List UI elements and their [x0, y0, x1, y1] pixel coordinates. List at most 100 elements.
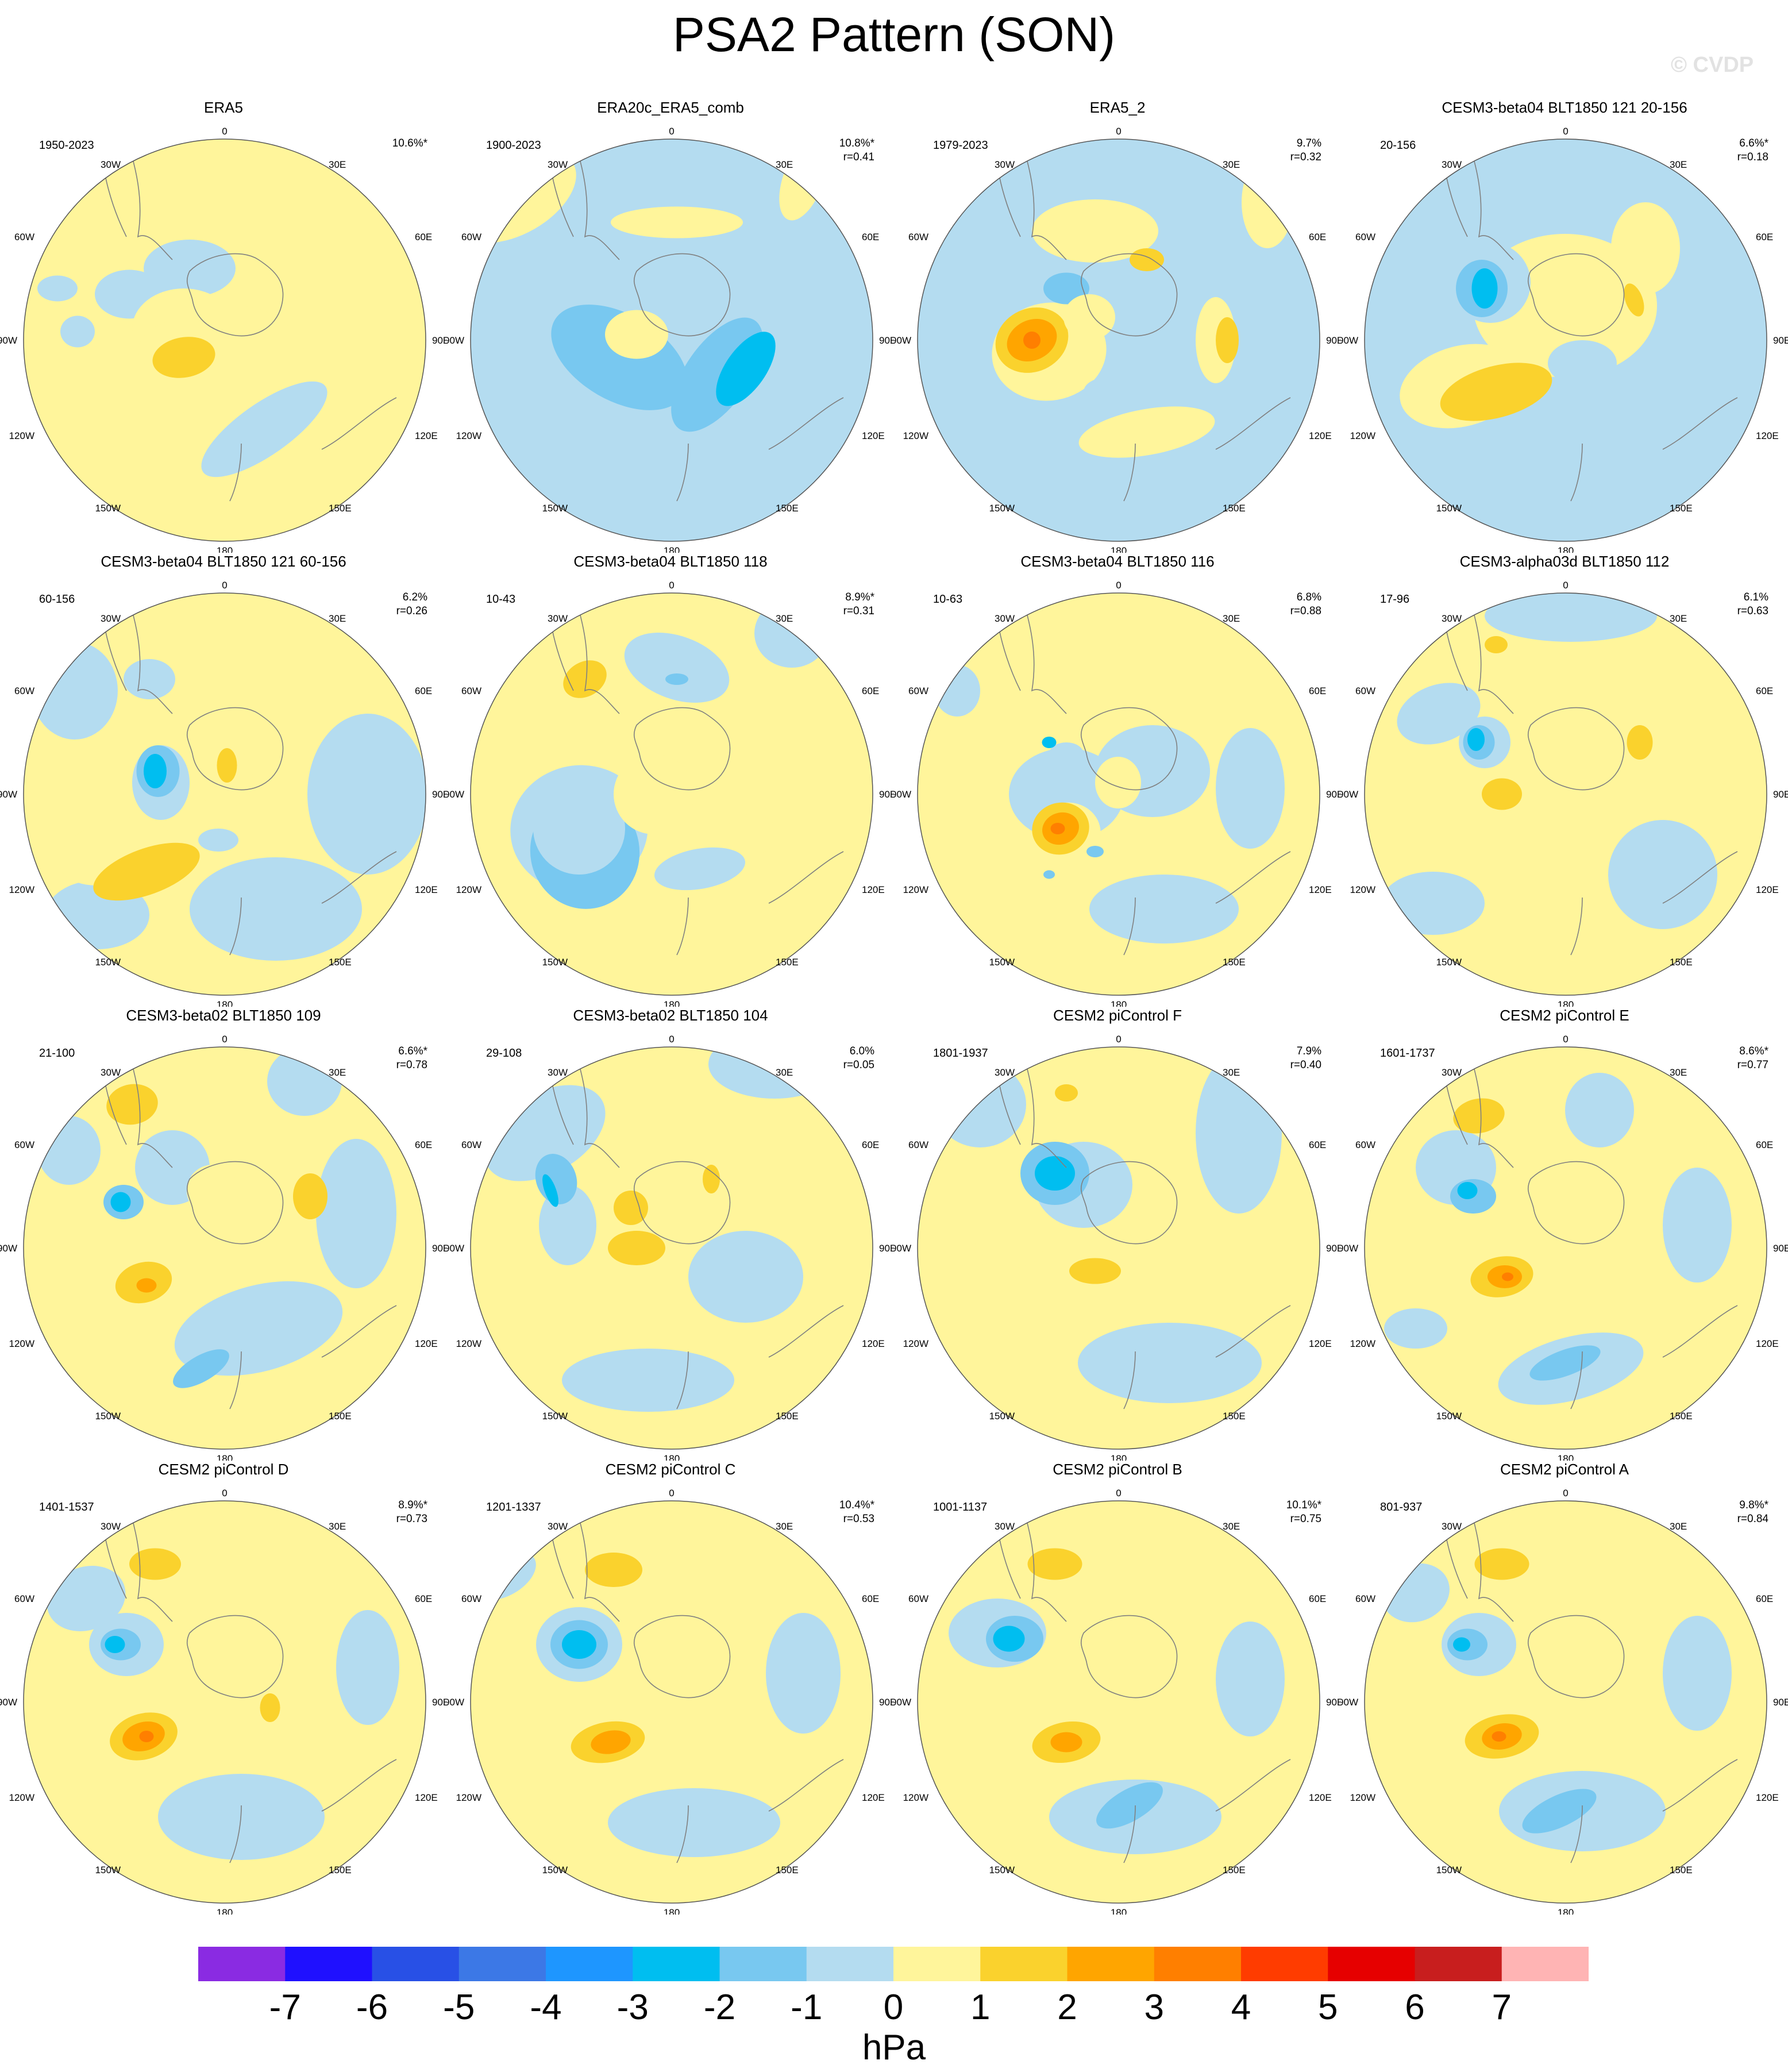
longitude-label: 150W: [95, 957, 121, 968]
longitude-label: 30W: [1442, 1521, 1462, 1532]
longitude-label: 120E: [1309, 884, 1332, 895]
antarctica-outline: [1081, 253, 1178, 337]
longitude-label: 60E: [1309, 685, 1326, 696]
panel-title: CESM3-beta02 BLT1850 109: [126, 1007, 321, 1024]
anomaly-contour: [1216, 728, 1285, 849]
anomaly-contour: [1522, 1789, 1597, 1834]
longitude-label: 90W: [1341, 1697, 1358, 1708]
panel-pattern-corr: r=0.40: [1290, 1059, 1321, 1071]
longitude-label: 30E: [1223, 1521, 1240, 1532]
colorbar-swatch: [806, 1947, 894, 1981]
longitude-label: 120E: [415, 884, 438, 895]
longitude-label: 90E: [879, 1243, 894, 1254]
panel-variance-pct: 6.8%: [1296, 591, 1321, 603]
panel-title: CESM2 piControl C: [605, 1461, 736, 1478]
colorbar-swatch: [1328, 1947, 1415, 1981]
longitude-label: 0: [1563, 1034, 1568, 1045]
panel-pattern-corr: r=0.32: [1290, 151, 1321, 163]
polar-map: 0 180 90W 90E 30W 30E 60W 60E 120W 120E 150W 150E: [894, 126, 1341, 553]
anomaly-contour: [766, 1613, 841, 1734]
anomaly-contour: [124, 659, 175, 699]
longitude-label: 0: [1116, 1488, 1121, 1499]
colorbar-tick-label: 7: [1492, 1988, 1512, 2027]
longitude-label: 90W: [894, 1697, 911, 1708]
longitude-label: 30E: [1670, 1067, 1687, 1078]
anomaly-contour: [1471, 268, 1498, 309]
longitude-label: 60E: [862, 1593, 879, 1604]
watermark: © CVDP: [1671, 53, 1754, 77]
anomaly-contour: [144, 240, 236, 297]
anomaly-contour: [562, 1349, 734, 1412]
longitude-label: 120E: [415, 430, 438, 441]
longitude-label: 150W: [989, 1411, 1015, 1422]
longitude-label: 90E: [432, 789, 447, 800]
anomaly-contour: [1529, 1345, 1601, 1381]
colorbar-tick-label: -4: [530, 1988, 562, 2027]
panel-variance-pct: 10.1%*: [1286, 1499, 1321, 1511]
anomaly-contour: [129, 1548, 181, 1580]
longitude-label: 180: [1558, 1453, 1574, 1461]
longitude-label: 90E: [1773, 1243, 1788, 1254]
panel-variance-pct: 8.9%*: [398, 1499, 427, 1511]
longitude-label: 150W: [542, 957, 568, 968]
longitude-label: 60E: [1756, 232, 1773, 242]
map-panel: 0 180 90W 90E 30W 30E 60W 60E 120W 120E 150W 150E CE…: [1341, 1007, 1788, 1461]
anomaly-contour: [1548, 340, 1617, 386]
polar-map: 0 180 90W 90E 30W 30E 60W 60E 120W 120E 150W 150E: [894, 580, 1341, 1007]
longitude-label: 30W: [101, 159, 121, 170]
longitude-label: 0: [1563, 1488, 1568, 1499]
anomaly-contour: [562, 1630, 596, 1659]
colorbar-swatch: [285, 1947, 372, 1981]
longitude-label: 90W: [447, 335, 464, 346]
anomaly-contour: [605, 310, 668, 359]
longitude-label: 150W: [1436, 1411, 1462, 1422]
map-panel: 0 180 90W 90E 30W 30E 60W 60E 120W 120E 150W 150E CE…: [894, 1007, 1341, 1461]
longitude-label: 180: [217, 1907, 233, 1915]
anomaly-contour: [260, 1693, 280, 1722]
panel-years: 1001-1137: [933, 1501, 988, 1513]
longitude-label: 180: [664, 545, 680, 553]
longitude-label: 150W: [1436, 957, 1462, 968]
longitude-label: 90E: [1773, 789, 1788, 800]
longitude-label: 90E: [1326, 335, 1341, 346]
longitude-label: 60W: [14, 232, 34, 242]
anomaly-contour: [1627, 725, 1653, 760]
antarctica-outline: [187, 707, 284, 791]
australia-nz-outline: [676, 397, 844, 502]
longitude-label: 90E: [1326, 1697, 1341, 1708]
australia-nz-outline: [676, 1759, 844, 1863]
anomaly-contour: [1055, 1084, 1078, 1102]
anomaly-contour: [1440, 363, 1552, 421]
colorbar-tick-label: -5: [443, 1988, 475, 2027]
longitude-label: 30E: [1223, 1067, 1240, 1078]
polar-map: 0 180 90W 90E 30W 30E 60W 60E 120W 120E 150W 150E: [894, 1488, 1341, 1915]
longitude-label: 150E: [776, 1865, 799, 1875]
longitude-label: 90E: [432, 335, 447, 346]
longitude-label: 120E: [862, 430, 885, 441]
longitude-label: 60E: [862, 1139, 879, 1150]
longitude-label: 60W: [14, 1139, 34, 1150]
anomaly-contour: [1027, 1548, 1082, 1580]
polar-map: 0 180 90W 90E 30W 30E 60W 60E 120W 120E 150W 150E: [1341, 580, 1788, 1007]
panel-pattern-corr: r=0.05: [843, 1059, 874, 1071]
australia-nz-outline: [676, 1305, 844, 1409]
longitude-label: 150E: [1670, 1865, 1693, 1875]
longitude-label: 120W: [9, 884, 34, 895]
longitude-label: 120W: [1350, 1792, 1375, 1803]
anomaly-contour: [934, 665, 980, 717]
colorbar-tick-label: 4: [1231, 1988, 1251, 2027]
anomaly-contour: [533, 783, 625, 875]
panel-years: 60-156: [39, 593, 75, 606]
longitude-label: 120W: [9, 1792, 34, 1803]
anomaly-contour: [563, 660, 607, 698]
longitude-label: 30W: [1442, 1067, 1462, 1078]
longitude-label: 120E: [415, 1338, 438, 1349]
anomaly-contour: [703, 1165, 720, 1193]
panel-variance-pct: 9.8%*: [1739, 1499, 1768, 1511]
anomaly-contour: [105, 1636, 125, 1653]
panel-years: 10-63: [933, 593, 963, 606]
map-panel: 0 180 90W 90E 30W 30E 60W 60E 120W 120E 150W 150E CE…: [894, 553, 1341, 1007]
antarctica-outline: [1528, 253, 1625, 337]
longitude-label: 60W: [1355, 1593, 1375, 1604]
colorbar-swatch: [458, 1947, 546, 1981]
